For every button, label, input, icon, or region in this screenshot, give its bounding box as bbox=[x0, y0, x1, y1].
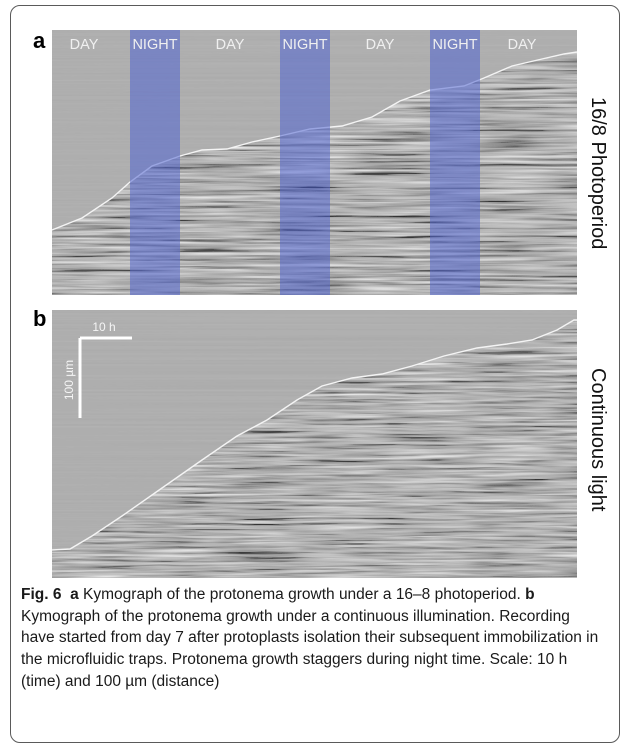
scale-distance-label: 100 µm bbox=[62, 360, 76, 400]
night-band-2 bbox=[280, 30, 330, 295]
caption-part-b-text: Kymograph of the protonema growth under … bbox=[21, 607, 599, 690]
panel-a-letter: a bbox=[33, 28, 46, 53]
period-label-day: DAY bbox=[508, 37, 537, 53]
period-label-day: DAY bbox=[70, 37, 99, 53]
caption-part-b-letter: b bbox=[525, 586, 535, 603]
period-label-night: NIGHT bbox=[432, 37, 477, 53]
scale-time-label: 10 h bbox=[92, 320, 115, 334]
caption-part-a-letter: a bbox=[70, 586, 79, 603]
night-band-3 bbox=[430, 30, 480, 295]
night-band-1 bbox=[130, 30, 180, 295]
period-label-day: DAY bbox=[366, 37, 395, 53]
figure-frame bbox=[10, 5, 620, 743]
kymograph-photoperiod: DAY NIGHT DAY NIGHT DAY NIGHT DAY bbox=[52, 30, 577, 295]
figure-caption: Fig. 6 a Kymograph of the protonema grow… bbox=[21, 584, 606, 693]
kymograph-continuous-image: 10 h 100 µm bbox=[52, 310, 577, 578]
period-label-day: DAY bbox=[216, 37, 245, 53]
kymograph-continuous: 10 h 100 µm bbox=[52, 310, 577, 578]
panel-b-letter: b bbox=[33, 306, 47, 331]
panel-a-side-label: 16/8 Photoperiod bbox=[587, 97, 609, 250]
caption-figure-label: Fig. 6 bbox=[21, 586, 62, 603]
scale-bar bbox=[78, 336, 132, 418]
caption-part-a-text: Kymograph of the protonema growth under … bbox=[83, 586, 521, 603]
period-label-night: NIGHT bbox=[282, 37, 327, 53]
kymograph-photoperiod-image: DAY NIGHT DAY NIGHT DAY NIGHT DAY bbox=[52, 30, 577, 295]
period-label-night: NIGHT bbox=[132, 37, 177, 53]
panel-b-side-label: Continuous light bbox=[587, 368, 609, 512]
